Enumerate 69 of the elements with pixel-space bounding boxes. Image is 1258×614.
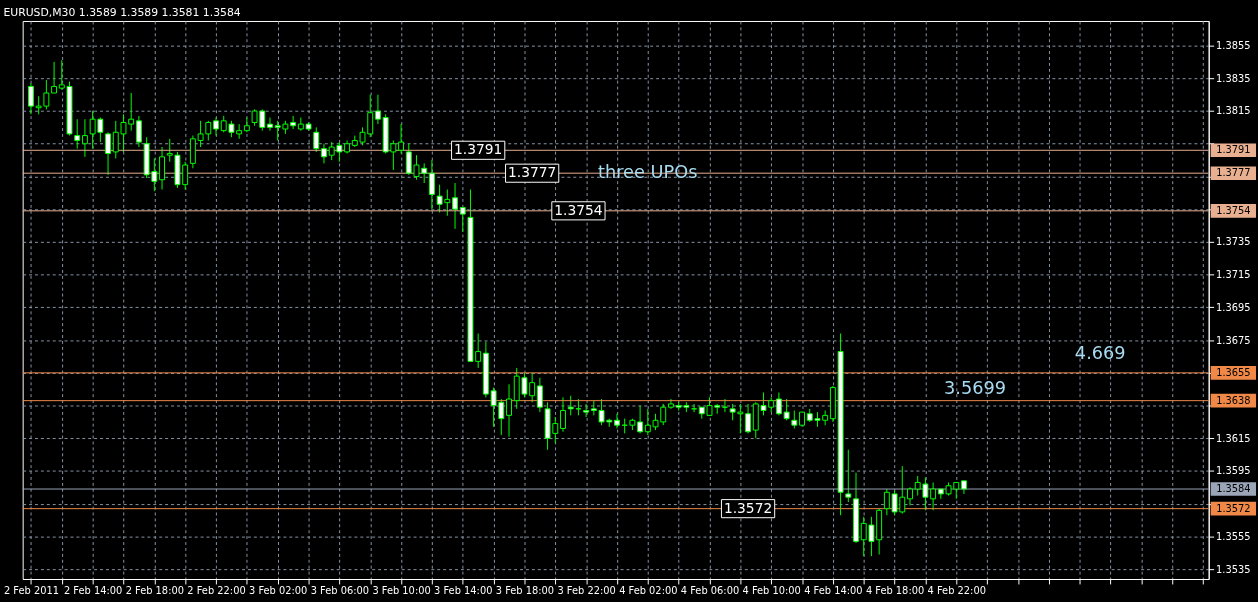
candlestick xyxy=(74,118,81,150)
candlestick xyxy=(51,61,58,94)
candlestick xyxy=(428,159,435,210)
candlestick xyxy=(267,117,273,132)
y-tick-label: 1.3855 xyxy=(1216,40,1251,51)
candlestick xyxy=(614,413,620,429)
candlestick xyxy=(374,94,381,125)
annotation: 1.3791 xyxy=(454,141,503,158)
ref-line-label: 1.3572 xyxy=(1216,502,1251,514)
x-tick-label: 3 Feb 02:00 xyxy=(249,585,308,597)
annotation: 1.3754 xyxy=(554,201,603,218)
x-tick-label: 4 Feb 06:00 xyxy=(680,585,740,597)
annotation: 1.3777 xyxy=(508,164,557,181)
ref-line-label: 1.3754 xyxy=(1216,204,1251,216)
candlestick xyxy=(105,131,112,176)
candlestick xyxy=(791,409,798,429)
candlestick xyxy=(27,82,34,115)
annotation: 4.669 xyxy=(1074,343,1126,364)
candlestick xyxy=(81,118,88,158)
x-tick-label: 2 Feb 2011 xyxy=(3,585,59,597)
candlestick xyxy=(583,403,590,418)
x-tick-label: 4 Feb 02:00 xyxy=(619,585,678,597)
candlestick xyxy=(398,123,405,155)
y-tick-label: 1.3835 xyxy=(1216,72,1251,84)
x-tick-label: 4 Feb 10:00 xyxy=(742,585,801,597)
candlestick xyxy=(845,449,852,503)
candlestick xyxy=(775,391,782,416)
x-tick-label: 3 Feb 14:00 xyxy=(434,585,493,597)
candlestick xyxy=(459,207,466,233)
x-tick-label: 2 Feb 14:00 xyxy=(63,585,123,597)
x-tick-label: 3 Feb 06:00 xyxy=(310,585,370,597)
y-tick-label: 1.3715 xyxy=(1216,269,1251,281)
y-tick-label: 1.3695 xyxy=(1216,301,1251,313)
y-tick-label: 1.3735 xyxy=(1216,236,1251,248)
x-tick-label: 3 Feb 10:00 xyxy=(372,585,431,597)
candlestick xyxy=(506,383,512,438)
candlestick xyxy=(452,182,459,230)
x-tick-label: 4 Feb 22:00 xyxy=(927,585,986,597)
x-tick-label: 2 Feb 22:00 xyxy=(187,585,246,597)
x-tick-label: 4 Feb 14:00 xyxy=(804,585,863,597)
ref-line-label: 1.3655 xyxy=(1216,366,1251,378)
x-tick-label: 2 Feb 18:00 xyxy=(125,585,184,597)
annotation: 1.3572 xyxy=(723,499,773,516)
annotation: 3.5699 xyxy=(944,377,1007,398)
candlestick xyxy=(313,126,320,153)
ref-line-label: 1.3791 xyxy=(1216,144,1251,156)
candlestick xyxy=(243,117,250,133)
y-tick-label: 1.3675 xyxy=(1216,334,1251,346)
y-tick-label: 1.3815 xyxy=(1216,105,1251,117)
candlestick xyxy=(159,146,165,191)
candlestick xyxy=(135,115,142,148)
candlestick xyxy=(213,117,219,137)
candlestick xyxy=(536,377,543,413)
candlestick xyxy=(560,396,566,433)
ref-line-label: 1.3638 xyxy=(1216,394,1251,406)
candlestick xyxy=(321,143,327,164)
y-tick-label: 1.3535 xyxy=(1216,563,1251,575)
ref-line-label: 1.3584 xyxy=(1216,482,1251,494)
x-tick-label: 3 Feb 22:00 xyxy=(557,585,616,597)
x-tick-label: 4 Feb 18:00 xyxy=(865,585,925,597)
ref-line-label: 1.3777 xyxy=(1216,167,1251,179)
y-tick-label: 1.3595 xyxy=(1216,465,1251,477)
y-tick-label: 1.3615 xyxy=(1216,432,1251,444)
x-tick-label: 3 Feb 18:00 xyxy=(495,585,555,597)
chart-title: EURUSD,M30 1.3589 1.3589 1.3581 1.3584 xyxy=(3,6,241,20)
candlestick xyxy=(745,403,752,434)
y-tick-label: 1.3555 xyxy=(1216,530,1251,542)
candlestick xyxy=(907,486,913,506)
candlestick xyxy=(783,398,790,421)
